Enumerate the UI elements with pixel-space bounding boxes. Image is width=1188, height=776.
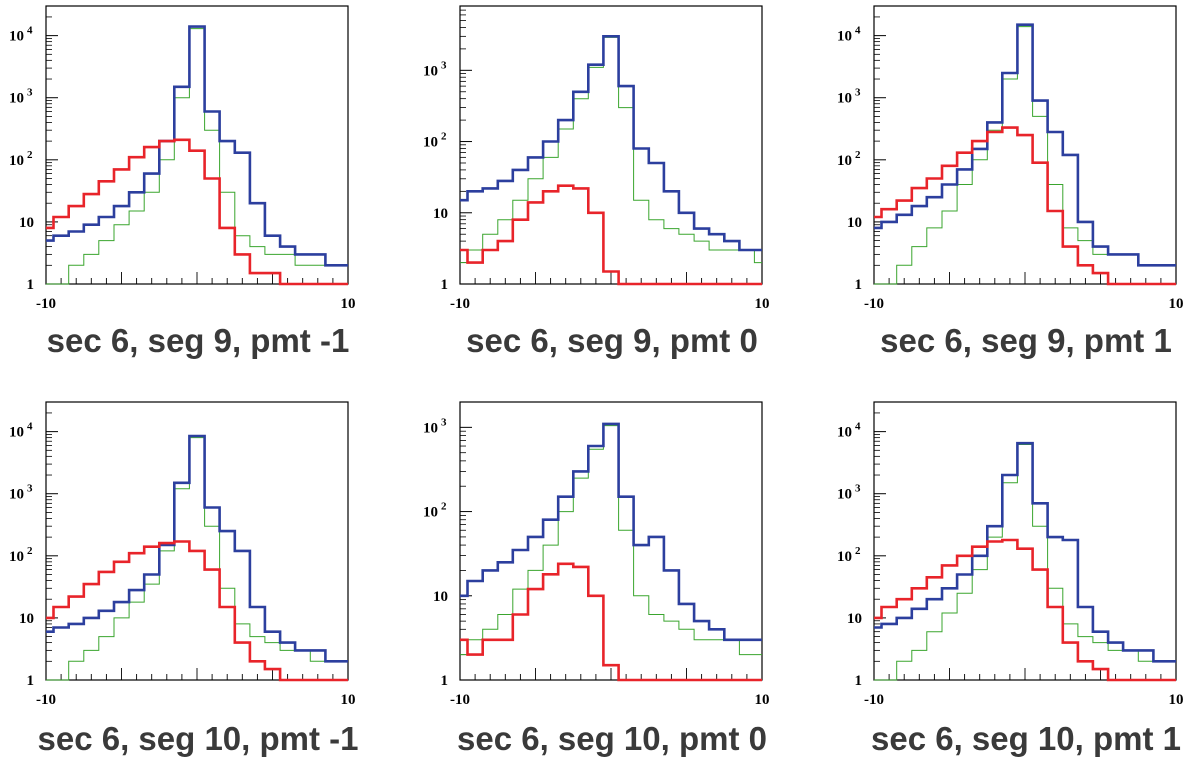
histogram-panel: 1 10 10 2 10 3 -10 10 sec 6, seg 9, pmt 0	[414, 0, 810, 380]
y-tick-exponent: 2	[441, 131, 447, 143]
series-blue-histogram	[46, 25, 348, 267]
y-tick-exponent: 4	[27, 25, 33, 37]
y-tick-label: 10	[837, 29, 852, 45]
x-tick-label-min: -10	[36, 692, 56, 708]
series-blue-histogram	[874, 23, 1176, 267]
panel-caption: sec 6, seg 10, pmt 1	[870, 720, 1181, 757]
y-tick-label: 10	[423, 63, 438, 79]
x-tick-label-min: -10	[450, 296, 470, 312]
y-tick-label: 10	[19, 611, 34, 627]
y-tick-label: 10	[423, 420, 438, 436]
histogram-panel: 1 10 10 2 10 3 10 4 -10 10 sec 6, seg 9, pmt -1	[0, 0, 396, 380]
x-tick-label-max: 10	[341, 296, 356, 312]
x-tick-label-max: 10	[341, 692, 356, 708]
y-tick-label: 1	[441, 277, 449, 293]
y-tick-label: 10	[837, 425, 852, 441]
y-tick-exponent: 4	[855, 25, 861, 37]
panel-caption: sec 6, seg 10, pmt 0	[456, 720, 767, 757]
series-red-histogram	[460, 562, 762, 682]
panel-caption: sec 6, seg 9, pmt 0	[466, 322, 758, 359]
y-tick-label: 10	[423, 135, 438, 151]
panel-caption: sec 6, seg 9, pmt -1	[46, 322, 350, 359]
series-red-histogram	[460, 184, 762, 286]
plot-frame	[459, 401, 763, 681]
y-tick-label: 10	[9, 153, 24, 169]
y-tick-exponent: 4	[855, 421, 861, 433]
x-tick-label-min: -10	[36, 296, 56, 312]
y-tick-label: 10	[837, 487, 852, 503]
y-tick-label: 10	[9, 549, 24, 565]
plot-frame	[45, 5, 349, 285]
histogram-panel: 1 10 10 2 10 3 -10 10 sec 6, seg 10, pmt 0	[414, 396, 810, 776]
y-tick-label: 10	[9, 425, 24, 441]
y-tick-exponent: 2	[855, 149, 861, 161]
y-tick-label: 1	[441, 673, 449, 689]
series-red-histogram	[46, 138, 348, 286]
x-tick-label-min: -10	[450, 692, 470, 708]
series-blue-histogram	[874, 441, 1176, 663]
series-blue-histogram	[460, 422, 762, 642]
y-tick-exponent: 3	[441, 416, 447, 428]
y-tick-label: 1	[27, 277, 35, 293]
y-tick-label: 10	[433, 589, 448, 605]
y-tick-exponent: 3	[27, 483, 33, 495]
panel-caption: sec 6, seg 9, pmt 1	[880, 322, 1172, 359]
plot-frame	[873, 5, 1177, 285]
series-red-histogram	[46, 540, 348, 682]
x-tick-label-max: 10	[755, 692, 770, 708]
y-tick-label: 1	[27, 673, 35, 689]
y-tick-exponent: 3	[855, 483, 861, 495]
series-green-histogram	[874, 444, 1176, 681]
y-tick-label: 10	[9, 91, 24, 107]
y-tick-label: 1	[855, 277, 863, 293]
panel-caption: sec 6, seg 10, pmt -1	[37, 720, 359, 757]
y-tick-label: 10	[837, 549, 852, 565]
y-tick-exponent: 3	[441, 59, 447, 71]
y-tick-label: 10	[847, 215, 862, 231]
plot-frame	[45, 401, 349, 681]
x-tick-label-max: 10	[1169, 296, 1184, 312]
y-tick-exponent: 2	[441, 501, 447, 513]
series-red-histogram	[874, 126, 1176, 286]
histogram-panel: 1 10 10 2 10 3 10 4 -10 10 sec 6, seg 10, pmt 1	[828, 396, 1188, 776]
x-tick-label-max: 10	[1169, 692, 1184, 708]
series-blue-histogram	[46, 434, 348, 663]
series-green-histogram	[874, 26, 1176, 285]
y-tick-label: 10	[9, 487, 24, 503]
x-tick-label-min: -10	[864, 296, 884, 312]
series-green-histogram	[46, 28, 348, 285]
histogram-panel: 1 10 10 2 10 3 10 4 -10 10 sec 6, seg 10, pmt -1	[0, 396, 396, 776]
histogram-panel: 1 10 10 2 10 3 10 4 -10 10 sec 6, seg 9, pmt 1	[828, 0, 1188, 380]
y-tick-exponent: 2	[27, 149, 33, 161]
y-tick-label: 10	[837, 91, 852, 107]
y-tick-label: 10	[423, 505, 438, 521]
y-tick-label: 10	[433, 206, 448, 222]
y-tick-exponent: 2	[855, 545, 861, 557]
x-tick-label-min: -10	[864, 692, 884, 708]
series-red-histogram	[874, 538, 1176, 682]
y-tick-label: 10	[19, 215, 34, 231]
y-tick-exponent: 2	[27, 545, 33, 557]
series-blue-histogram	[460, 35, 762, 252]
y-tick-exponent: 4	[27, 421, 33, 433]
y-tick-exponent: 3	[27, 87, 33, 99]
x-tick-label-max: 10	[755, 296, 770, 312]
series-green-histogram	[460, 425, 762, 656]
series-green-histogram	[46, 437, 348, 681]
y-tick-label: 1	[855, 673, 863, 689]
y-tick-label: 10	[847, 611, 862, 627]
y-tick-label: 10	[837, 153, 852, 169]
series-green-histogram	[460, 36, 762, 264]
y-tick-exponent: 3	[855, 87, 861, 99]
y-tick-label: 10	[9, 29, 24, 45]
